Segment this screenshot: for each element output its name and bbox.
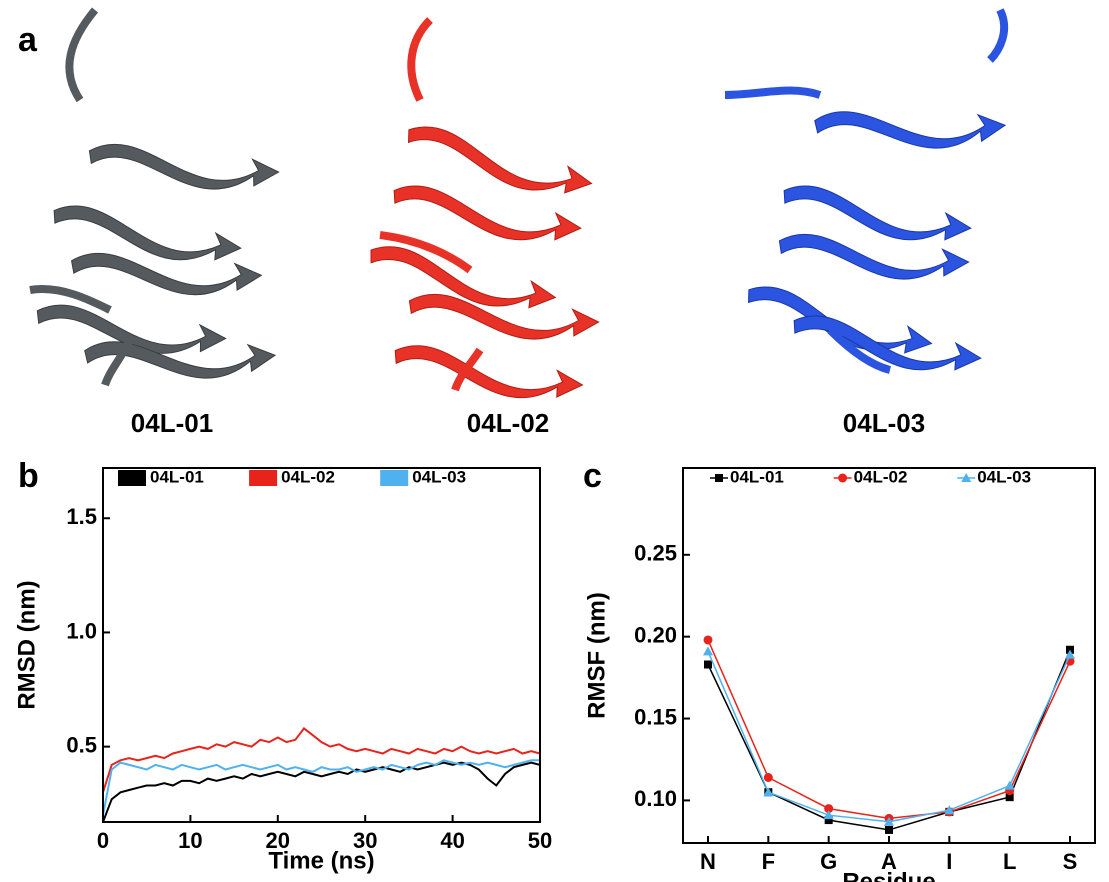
- x-tick-label: S: [1063, 849, 1078, 874]
- marker: [885, 825, 893, 834]
- structure-label: 04L-03: [843, 408, 925, 438]
- x-tick-label: L: [1003, 849, 1016, 874]
- plot-frame: [102, 467, 541, 823]
- series-line: [103, 759, 540, 816]
- y-tick-label: 0.25: [634, 541, 677, 566]
- series-line: [103, 761, 540, 822]
- marker: [1004, 780, 1015, 790]
- marker: [703, 635, 713, 645]
- marker: [1005, 793, 1014, 802]
- x-tick-label: F: [762, 849, 775, 874]
- marker: [838, 473, 848, 483]
- structure-gray: [29, 7, 281, 387]
- plot-frame: [682, 467, 1096, 844]
- legend-swatch: [380, 470, 409, 486]
- x-tick-label: 0: [97, 828, 109, 853]
- x-tick-label: 20: [266, 828, 290, 853]
- structure-blue: [724, 8, 1009, 387]
- legend-label: 04L-01: [150, 467, 204, 486]
- series-line: [707, 649, 1071, 831]
- y-tick-label: 0.15: [634, 704, 677, 729]
- marker: [884, 816, 894, 826]
- marker: [704, 660, 712, 669]
- series-line: [707, 651, 1071, 823]
- x-tick-label: A: [881, 849, 897, 874]
- legend-label: 04L-03: [977, 467, 1031, 486]
- structure-label: 04L-01: [131, 408, 213, 438]
- marker: [961, 473, 972, 482]
- x-axis-title: Residue: [842, 868, 935, 882]
- y-tick-label: 0.20: [634, 622, 677, 647]
- structure-label: 04L-02: [467, 408, 549, 438]
- y-axis-title: RMSD (nm): [13, 580, 40, 709]
- marker: [715, 474, 723, 482]
- marker: [824, 804, 834, 814]
- legend-swatch: [249, 470, 278, 486]
- marker: [763, 787, 774, 797]
- y-tick-label: 1.0: [66, 618, 97, 643]
- x-axis-title: Time (ns): [268, 847, 374, 874]
- x-tick-label: 30: [353, 828, 377, 853]
- x-tick-label: 10: [178, 828, 202, 853]
- legend-label: 04L-02: [854, 467, 908, 486]
- structure-red: [365, 17, 601, 414]
- x-tick-label: I: [946, 849, 952, 874]
- legend-label: 04L-03: [412, 467, 466, 486]
- marker: [703, 646, 713, 656]
- marker: [1065, 649, 1075, 659]
- series-line: [707, 639, 1071, 820]
- marker: [944, 805, 955, 815]
- marker: [824, 816, 833, 825]
- marker: [823, 810, 834, 820]
- x-tick-label: G: [820, 849, 837, 874]
- panel-label: b: [18, 457, 39, 495]
- y-axis-title: RMSF (nm): [583, 592, 610, 719]
- x-tick-label: 50: [528, 828, 552, 853]
- marker: [763, 772, 773, 782]
- x-tick-label: N: [700, 849, 716, 874]
- x-tick-label: 40: [440, 828, 464, 853]
- y-tick-label: 1.5: [66, 504, 97, 529]
- legend-label: 04L-01: [730, 467, 784, 486]
- panel-label: a: [18, 21, 38, 59]
- y-tick-label: 0.10: [634, 786, 677, 811]
- series-line: [103, 726, 540, 793]
- legend-label: 04L-02: [281, 467, 335, 486]
- y-tick-label: 0.5: [66, 732, 97, 757]
- legend-swatch: [118, 470, 146, 486]
- panel-label: c: [583, 457, 602, 495]
